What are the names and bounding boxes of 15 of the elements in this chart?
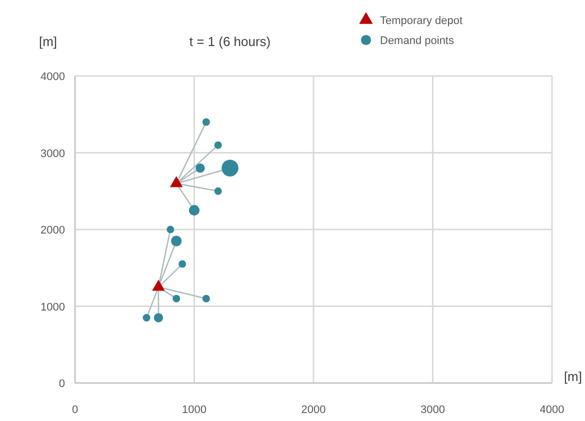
y-tick-label: 3000	[40, 148, 65, 160]
x-tick-label: 0	[72, 404, 78, 416]
y-axis-title: [m]	[38, 34, 58, 49]
chart-title: t = 1 (6 hours)	[189, 34, 271, 49]
y-tick-label: 0	[58, 378, 65, 390]
x-axis-title: [m]	[564, 369, 582, 384]
legend-label: Demand points	[380, 35, 454, 47]
y-tick-label: 4000	[40, 71, 65, 83]
x-tick-label: 1000	[182, 404, 206, 416]
y-tick-label: 2000	[40, 224, 65, 236]
x-tick-label: 4000	[540, 404, 564, 416]
x-tick-label: 2000	[301, 404, 326, 416]
x-tick-label: 3000	[420, 404, 445, 416]
legend-label: Temporary depot	[380, 15, 463, 27]
y-tick-label: 1000	[40, 301, 65, 314]
